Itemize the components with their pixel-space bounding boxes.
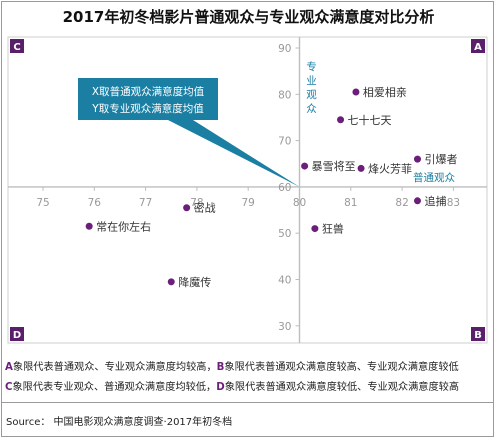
legend-c-letter: C bbox=[5, 382, 13, 393]
quadrant-b-box bbox=[471, 327, 485, 341]
x-tick-label: 83 bbox=[447, 197, 460, 209]
legend-b-text: 象限代表普通观众满意度较高、专业观众满意度较低 bbox=[224, 362, 459, 373]
scatter-chart: 75 76 77 78 79 80 81 82 83 30 40 50 60 70 80 90 普通观众 专业观众… bbox=[7, 36, 488, 344]
data-point bbox=[413, 155, 421, 163]
data-point-label: 狂兽 bbox=[322, 222, 344, 236]
source-divider bbox=[1, 402, 494, 403]
quadrant-a-letter: A bbox=[474, 42, 482, 53]
callout-line: Y取专业观众满意度均值 bbox=[91, 102, 204, 115]
data-point-label: 降魔传 bbox=[178, 275, 211, 289]
data-point-label: 暴雪将至 bbox=[312, 160, 356, 173]
legend-d-text: 象限代表普通观众满意度较低、专业观众满意度较高 bbox=[224, 382, 460, 393]
y-tick-label: 40 bbox=[278, 275, 291, 287]
legend-c-text: 象限代表专业观众、普通观众满意度均较低， bbox=[12, 382, 217, 393]
data-point bbox=[357, 164, 365, 172]
legend-line-2: C象限代表专业观众、普通观众满意度均较低，D象限代表普通观众满意度较低、专业观众… bbox=[5, 378, 459, 393]
quadrant-d-letter: D bbox=[13, 330, 21, 341]
data-point-label: 七十七天 bbox=[348, 113, 392, 127]
legend-a-text: 象限代表普通观众、专业观众满意度均较高， bbox=[12, 362, 217, 373]
data-point bbox=[337, 116, 345, 124]
x-tick-label: 82 bbox=[395, 197, 408, 209]
data-point bbox=[85, 222, 93, 230]
legend-a-letter: A bbox=[5, 362, 13, 373]
y-tick-label: 90 bbox=[278, 43, 291, 55]
legend-line-1: A象限代表普通观众、专业观众满意度均较高，B象限代表普通观众满意度较高、专业观众… bbox=[5, 358, 459, 373]
data-point-label: 密战 bbox=[194, 201, 216, 215]
quadrant-c-box bbox=[10, 39, 24, 53]
quadrant-a-box bbox=[471, 39, 485, 53]
y-tick-label: 60 bbox=[278, 182, 291, 194]
data-point-label: 引爆者 bbox=[424, 152, 457, 166]
data-point bbox=[311, 225, 319, 233]
y-axis-label-char: 观 bbox=[306, 89, 317, 101]
y-tick-label: 30 bbox=[278, 321, 291, 333]
y-axis-label-char: 专 bbox=[306, 60, 317, 73]
data-point-label: 相爱相亲 bbox=[363, 85, 407, 99]
y-tick-label: 50 bbox=[278, 228, 291, 240]
data-point bbox=[413, 197, 421, 205]
x-axis-label: 普通观众 bbox=[413, 171, 455, 184]
data-point bbox=[167, 278, 175, 286]
callout-line: X取普通观众满意度均值 bbox=[92, 85, 205, 98]
data-point-label: 烽火芳菲 bbox=[368, 161, 412, 175]
y-tick-label: 80 bbox=[278, 89, 291, 101]
x-tick-label: 79 bbox=[242, 197, 255, 209]
x-tick-label: 77 bbox=[139, 197, 152, 209]
x-tick-label: 75 bbox=[36, 197, 49, 209]
y-tick-label: 70 bbox=[278, 136, 291, 148]
y-axis-label-char: 业 bbox=[306, 75, 317, 87]
quadrant-b-letter: B bbox=[474, 330, 482, 341]
source-text: Source： 中国电影观众满意度调查·2017年初冬档 bbox=[6, 417, 233, 428]
data-point bbox=[352, 88, 360, 96]
quadrant-c-letter: C bbox=[13, 42, 20, 53]
x-tick-label: 78 bbox=[190, 197, 203, 209]
data-point-label: 追捕 bbox=[424, 194, 446, 208]
y-axis-label-char: 众 bbox=[306, 103, 317, 115]
data-point bbox=[301, 162, 309, 170]
legend-b-letter: B bbox=[216, 362, 225, 373]
data-point bbox=[183, 204, 191, 212]
x-tick-label: 80 bbox=[293, 197, 306, 209]
quadrant-d-box bbox=[10, 327, 24, 341]
legend-d-letter: D bbox=[216, 382, 225, 393]
data-point-label: 常在你左右 bbox=[96, 219, 151, 233]
x-tick-label: 76 bbox=[88, 197, 102, 209]
x-tick-label: 81 bbox=[344, 197, 357, 209]
callout-box bbox=[78, 78, 300, 187]
chart-title: 2017年初冬档影片普通观众与专业观众满意度对比分析 bbox=[62, 8, 435, 26]
